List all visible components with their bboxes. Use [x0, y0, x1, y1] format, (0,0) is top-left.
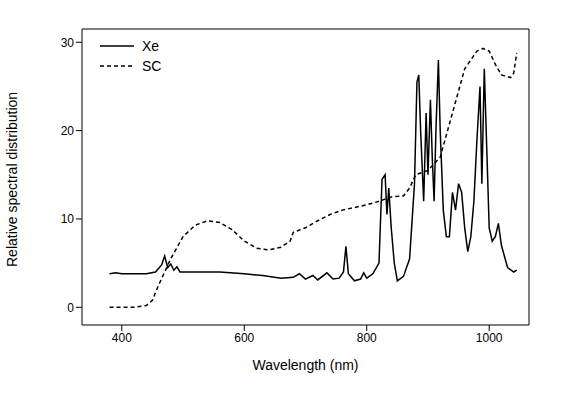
svg-text:800: 800 [357, 331, 377, 345]
svg-text:Relative spectral distribution: Relative spectral distribution [8, 92, 20, 267]
svg-text:400: 400 [112, 331, 132, 345]
svg-text:30: 30 [61, 36, 75, 50]
html-text:Xe: Xe [142, 38, 160, 54]
svg-text:Wavelength (nm): Wavelength (nm) [252, 357, 358, 373]
html-text:SC: SC [142, 58, 162, 74]
svg-text:1000: 1000 [476, 331, 503, 345]
svg-text:20: 20 [61, 124, 75, 138]
svg-text:600: 600 [234, 331, 254, 345]
svg-text:10: 10 [61, 212, 75, 226]
svg-text:0: 0 [67, 301, 74, 315]
